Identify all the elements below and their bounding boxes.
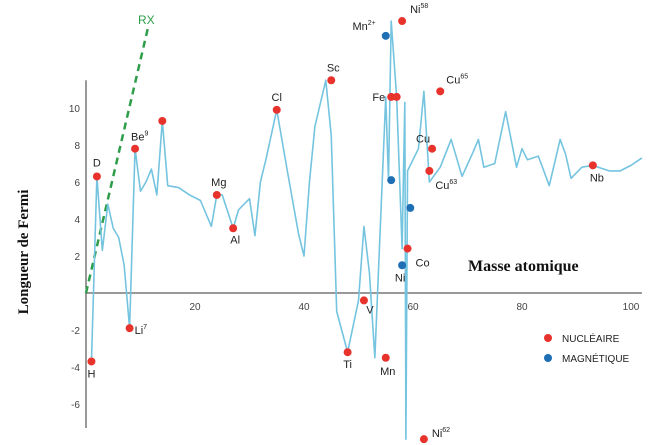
nuclear-point xyxy=(229,224,238,233)
rx-reference: RX xyxy=(84,13,155,294)
rx-label: RX xyxy=(138,13,155,27)
nuclear-point xyxy=(381,353,390,362)
nuclear-point xyxy=(425,166,434,175)
point-label: Co xyxy=(416,258,430,270)
rx-line xyxy=(84,24,150,294)
legend: NUCLÉAIRE MAGNÉTIQUE xyxy=(544,332,630,365)
point-label: Cu65 xyxy=(446,73,468,86)
nuclear-point xyxy=(398,17,407,26)
x-ticks: 20 40 60 80 100 xyxy=(189,302,639,313)
legend-nuclear-label: NUCLÉAIRE xyxy=(562,332,620,345)
legend-magnetic-label: MAGNÉTIQUE xyxy=(562,352,630,365)
point-labels: H D Li7 Be9 Mg Al Cl Sc Ti V Mn Mn2+ Fe Ni58 Ni Co Ni62 C… xyxy=(87,3,603,440)
x-axis-title: Masse atomique xyxy=(468,258,579,275)
x-tick-label: 40 xyxy=(298,302,310,313)
axes: 20 40 60 80 100 -6 -4 -2 2 4 6 8 10 xyxy=(69,80,642,429)
legend-nuclear-marker xyxy=(544,334,552,342)
nuclear-point xyxy=(588,161,597,170)
y-tick-label: 4 xyxy=(74,215,80,226)
point-label: Mn2+ xyxy=(352,20,375,33)
nuclear-point xyxy=(403,244,412,253)
y-tick-label: 6 xyxy=(74,178,80,189)
point-label: Cu xyxy=(416,134,430,146)
point-label: Ni58 xyxy=(410,3,428,16)
point-label: Be9 xyxy=(131,131,148,144)
y-tick-label: -4 xyxy=(71,363,80,374)
y-tick-label: 2 xyxy=(74,252,80,263)
nuclear-point xyxy=(92,172,101,181)
legend-magnetic-marker xyxy=(544,354,552,362)
point-label: Fe xyxy=(372,92,385,104)
nuclear-point xyxy=(428,144,437,153)
nuclear-point xyxy=(343,348,352,357)
x-tick-label: 100 xyxy=(623,302,640,313)
point-label: Sc xyxy=(327,62,340,74)
nuclear-point xyxy=(212,190,221,199)
nuclear-point xyxy=(327,76,336,85)
point-label: Ni xyxy=(395,272,405,284)
y-tick-label: 8 xyxy=(74,141,80,152)
nuclear-point xyxy=(125,324,134,333)
point-label: Cl xyxy=(272,92,282,104)
data-points xyxy=(87,17,597,444)
y-tick-label: -2 xyxy=(71,326,80,337)
point-label: Li7 xyxy=(135,324,148,337)
y-ticks: -6 -4 -2 2 4 6 8 10 xyxy=(69,104,81,411)
nuclear-point xyxy=(158,116,167,125)
point-label: Mn xyxy=(380,366,395,378)
nuclear-point xyxy=(131,144,140,153)
nuclear-point xyxy=(419,435,428,444)
x-tick-label: 20 xyxy=(189,302,201,313)
point-label: Al xyxy=(230,234,240,246)
nuclear-point xyxy=(87,357,96,366)
point-label: D xyxy=(93,157,101,169)
fermi-trace-line xyxy=(90,20,643,440)
magnetic-point xyxy=(381,31,390,40)
nuclear-point xyxy=(392,92,401,101)
nuclear-point xyxy=(272,105,281,114)
point-label: Mg xyxy=(211,177,226,189)
point-label: Nb xyxy=(590,172,604,184)
point-label: Ni62 xyxy=(432,427,450,440)
point-label: Ti xyxy=(343,359,352,371)
point-label: V xyxy=(366,304,374,316)
y-tick-label: 10 xyxy=(69,104,81,115)
point-label: Cu63 xyxy=(435,179,457,192)
nuclear-point xyxy=(436,87,445,96)
x-tick-label: 60 xyxy=(407,302,419,313)
y-axis-title: Longueur de Fermi xyxy=(16,190,32,315)
magnetic-point xyxy=(387,176,396,185)
nuclear-point xyxy=(359,296,368,305)
y-tick-label: -6 xyxy=(71,400,80,411)
x-tick-label: 80 xyxy=(516,302,528,313)
magnetic-point xyxy=(398,261,407,270)
magnetic-point xyxy=(406,203,415,212)
point-label: H xyxy=(87,368,95,380)
